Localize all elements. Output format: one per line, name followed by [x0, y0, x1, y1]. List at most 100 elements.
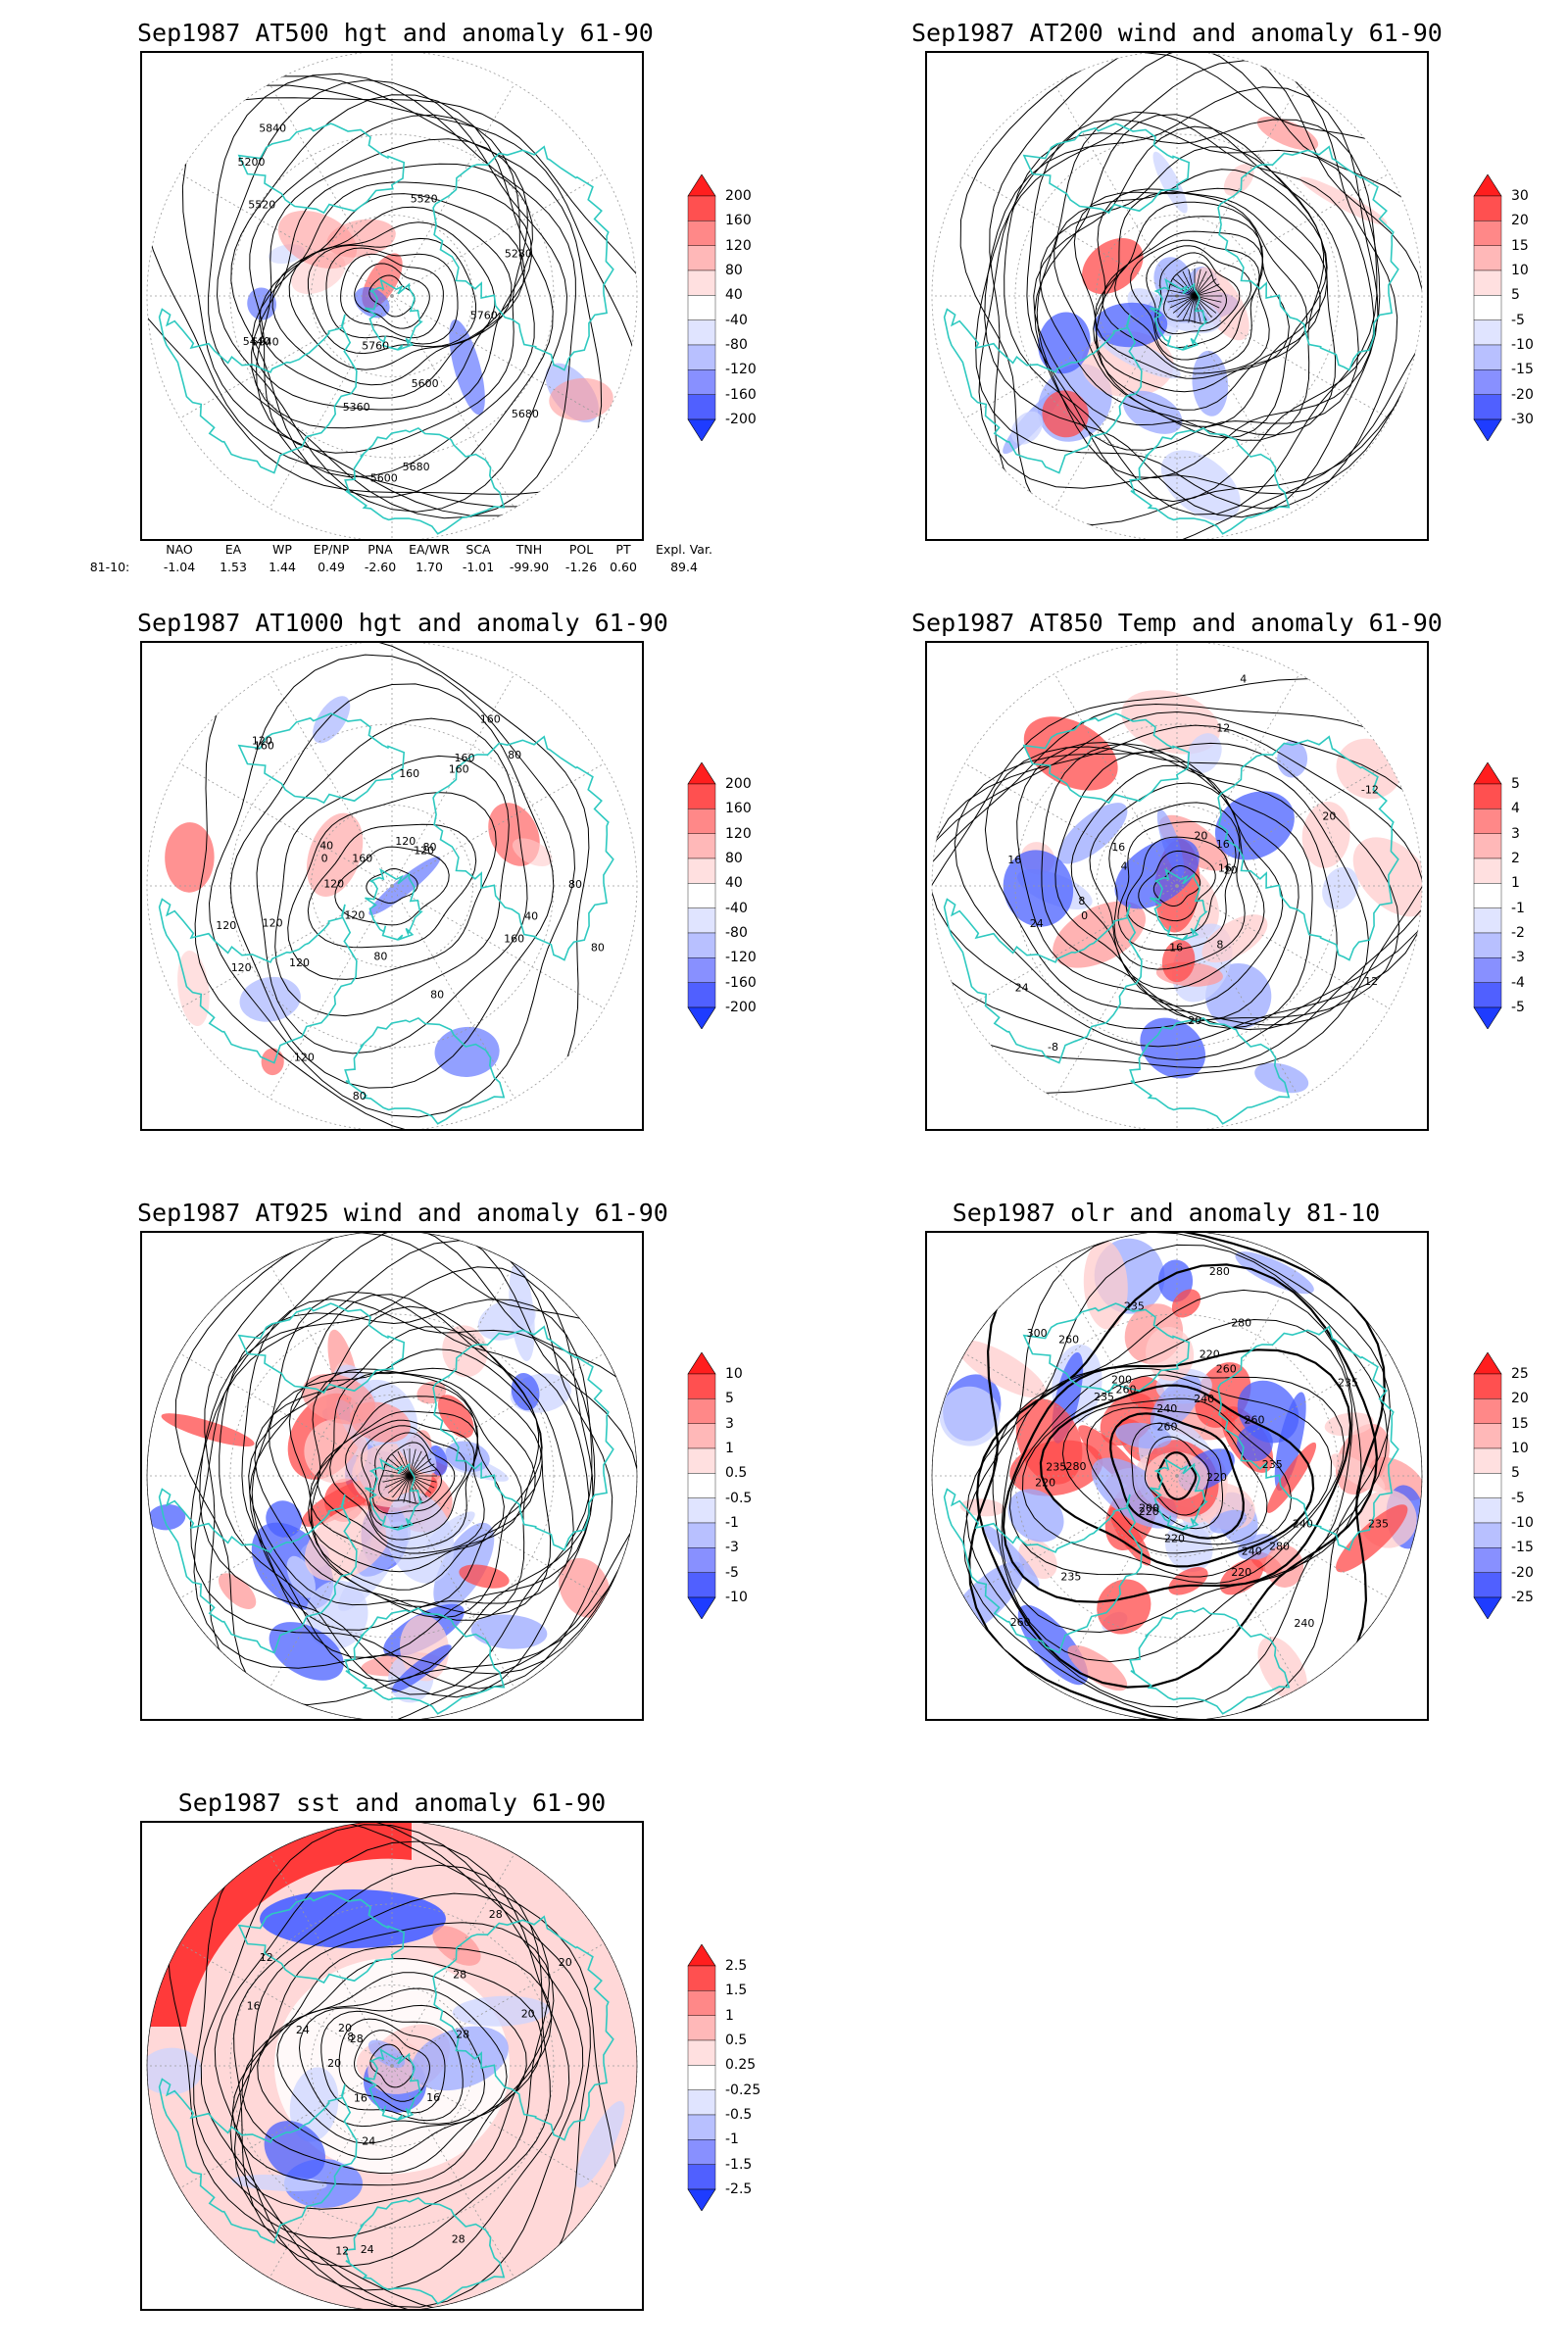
- streamline: [1169, 283, 1196, 297]
- contour-line: [1054, 751, 1299, 1021]
- colorbar-label: -10: [725, 1590, 748, 1605]
- streamline: [1177, 273, 1196, 297]
- colorbar-swatch: [687, 783, 716, 809]
- streamline: [308, 1371, 523, 1573]
- colorbar-swatch: [687, 319, 716, 346]
- longitude-line: [1176, 1475, 1390, 1599]
- colorbar-swatch: [1473, 883, 1502, 908]
- streamline: [1093, 191, 1308, 393]
- contour-line: [276, 1987, 508, 2144]
- anomaly-shading: [1097, 1579, 1152, 1635]
- contour-line: [251, 181, 533, 411]
- contour-label: 220: [1206, 1471, 1227, 1484]
- contour-line: [208, 73, 576, 519]
- anomaly-shading: [306, 812, 364, 897]
- contour-label: 5840: [252, 336, 279, 349]
- contour-line: [1152, 865, 1201, 906]
- streamline: [219, 1298, 593, 1695]
- anomaly-shading: [1081, 330, 1174, 398]
- anomaly-shading: [1010, 411, 1044, 445]
- anomaly-shading: [432, 1926, 481, 1966]
- index-value: 0.49: [318, 560, 345, 574]
- panel-olr: Sep1987 olr and anomaly 81-10 235 240 220 2…: [911, 1192, 1429, 1721]
- latitude-circle: [931, 53, 1423, 539]
- streamline: [403, 1475, 411, 1503]
- longitude-line: [391, 83, 515, 297]
- colorbar-label: -40: [725, 312, 748, 328]
- contour-line: [233, 1864, 551, 2268]
- streamline: [269, 1348, 543, 1619]
- colorbar-swatch: [687, 1522, 716, 1548]
- contour-label: 16: [354, 2091, 368, 2104]
- longitude-line: [1176, 762, 1390, 887]
- colorbar-label: 2: [1511, 851, 1520, 866]
- panel-wind200: Sep1987 AT200 wind and anomaly 61-90: [911, 12, 1443, 541]
- contour-line: [147, 97, 637, 495]
- streamline: [1194, 295, 1201, 323]
- contour-label: 160: [480, 712, 501, 725]
- contour-label: 5760: [362, 340, 389, 353]
- contour-label: 16: [1111, 841, 1125, 854]
- anomaly-shading: [1114, 838, 1200, 909]
- streamline: [1163, 262, 1228, 324]
- anomaly-shading: [433, 1522, 495, 1610]
- index-value: 89.4: [670, 560, 698, 574]
- coastline: [237, 1892, 406, 1984]
- colorbar-label: -10: [1511, 337, 1534, 353]
- colorbar-swatch: [1473, 1547, 1502, 1573]
- map-sst: 28 24 20 16 12 24 20 12 16 20 8 16 20 24 28 28 28 28: [140, 1821, 644, 2311]
- index-header: TNH: [515, 542, 543, 557]
- contour-line: [1070, 764, 1284, 1007]
- longitude-line: [964, 1352, 1178, 1477]
- colorbar-label: -10: [1511, 1515, 1534, 1531]
- contour-line: [208, 654, 576, 1118]
- anomaly-shading: [1171, 1289, 1201, 1318]
- contour-label: 240: [1194, 1393, 1214, 1405]
- contour-line: [1008, 1367, 1346, 1585]
- colorbar-swatch: [687, 1572, 716, 1598]
- contour-label: 235: [1060, 1570, 1081, 1583]
- anomaly-shading: [1053, 901, 1147, 968]
- anomaly-shading: [983, 1524, 1040, 1588]
- anomaly-shading: [1152, 151, 1188, 214]
- colorbar-top-arrow: [687, 762, 716, 785]
- streamline: [1026, 119, 1381, 503]
- streamline: [1172, 295, 1196, 314]
- anomaly-shading: [1017, 1604, 1089, 1686]
- longitude-line: [179, 2065, 393, 2189]
- index-header: EP/NP: [313, 542, 350, 557]
- anomaly-shading: [1121, 690, 1220, 755]
- contour-label: 235: [1094, 1391, 1114, 1403]
- contour-line: [1138, 850, 1216, 922]
- anomaly-shading: [368, 856, 441, 915]
- map-canvas: 1201601201601201608016012040808012040080…: [146, 643, 638, 1129]
- teleconnection-indices: NAO EA WP EP/NP PNA EA/WR SCA TNH POL PT Expl. Var…: [86, 541, 733, 586]
- colorbar-swatch: [1473, 982, 1502, 1008]
- colorbar-swatch: [687, 1990, 716, 2016]
- contour-line: [287, 792, 497, 980]
- index-header: Expl. Var.: [656, 542, 712, 557]
- contour-line: [1109, 1412, 1245, 1540]
- streamline: [1034, 114, 1359, 451]
- colorbar-swatch: [687, 1497, 716, 1524]
- anomaly-shading: [1266, 1442, 1317, 1513]
- contour-line: [216, 79, 567, 513]
- colorbar-label: 10: [725, 1366, 743, 1382]
- anomaly-shading: [511, 1373, 540, 1411]
- streamline: [1169, 295, 1196, 309]
- contour-label: 16: [247, 2000, 261, 2013]
- index-value: 0.60: [610, 560, 637, 574]
- contour-label: 5520: [411, 192, 438, 205]
- colorbar-graphic: [1473, 1352, 1502, 1619]
- colorbar-label: -5: [725, 1564, 739, 1581]
- colorbar-swatch: [687, 1965, 716, 1991]
- contour-line: [231, 1945, 553, 2186]
- coastline: [943, 1488, 1143, 1654]
- contour-label: 260: [1058, 1334, 1079, 1347]
- latitude-circle: [311, 215, 473, 377]
- panel-title: Sep1987 AT500 hgt and anomaly 61-90: [137, 19, 654, 47]
- streamline: [361, 1425, 467, 1529]
- streamline: [397, 1475, 411, 1501]
- contour-line: [366, 867, 418, 905]
- colorbar-label: 5: [725, 1391, 734, 1407]
